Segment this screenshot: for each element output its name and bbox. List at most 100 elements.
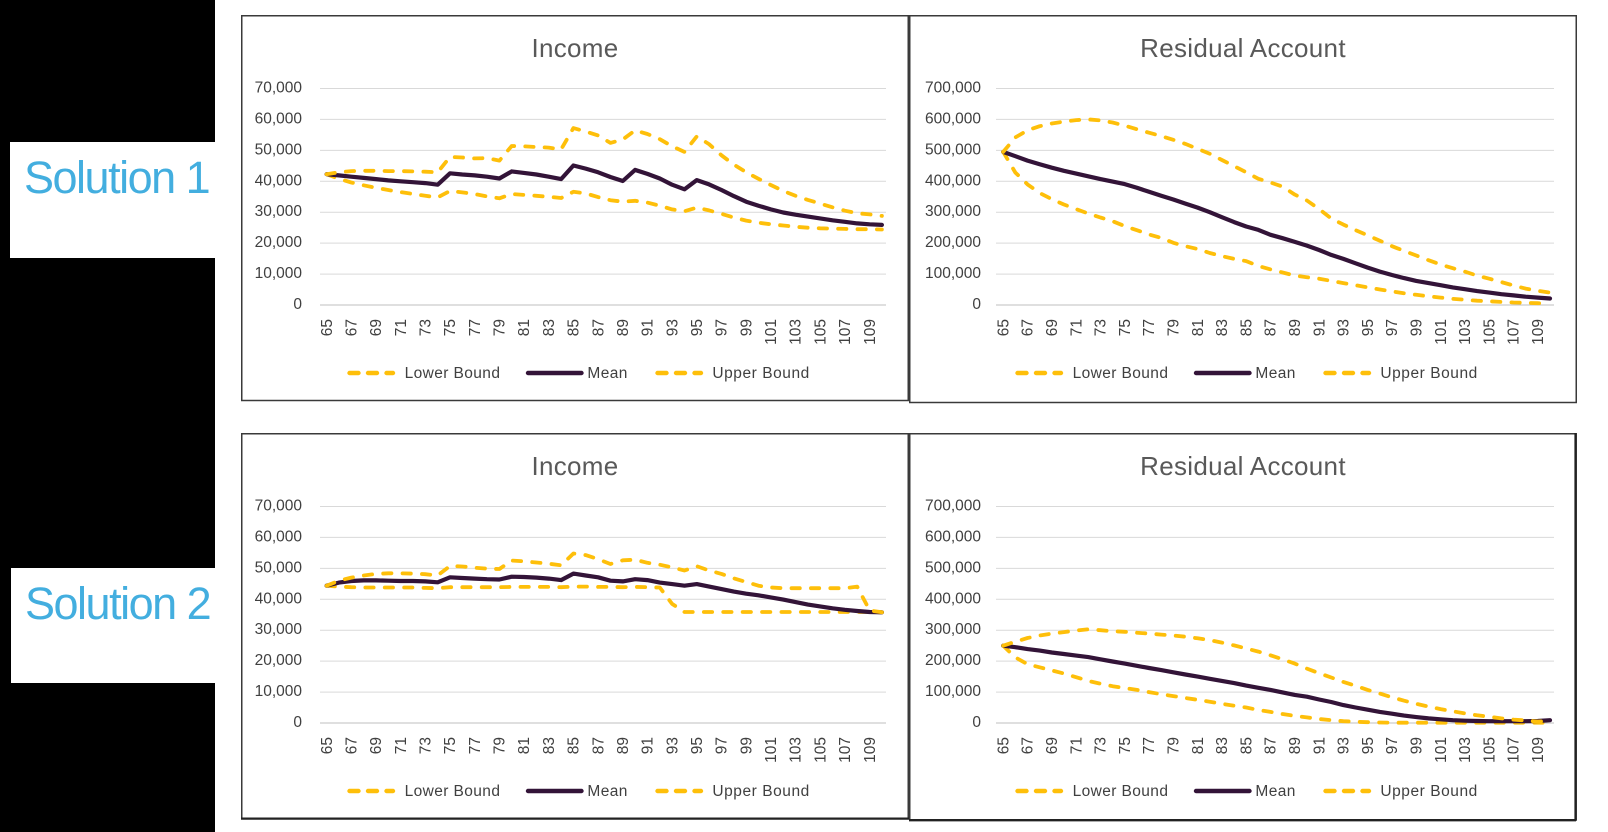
svg-text:97: 97	[714, 319, 731, 336]
svg-text:71: 71	[1068, 319, 1085, 336]
svg-text:67: 67	[1020, 319, 1037, 336]
svg-text:Income: Income	[531, 33, 618, 63]
svg-text:77: 77	[467, 319, 484, 336]
svg-text:91: 91	[1311, 737, 1328, 754]
svg-text:99: 99	[1409, 737, 1426, 754]
svg-text:103: 103	[1457, 319, 1474, 345]
svg-text:87: 87	[1263, 737, 1280, 754]
svg-text:73: 73	[1093, 737, 1110, 754]
svg-text:100,000: 100,000	[925, 683, 981, 700]
svg-text:75: 75	[442, 737, 459, 754]
svg-text:20,000: 20,000	[255, 234, 303, 251]
svg-text:85: 85	[1238, 737, 1255, 754]
svg-text:Mean: Mean	[1255, 365, 1295, 382]
svg-text:69: 69	[1044, 737, 1061, 754]
svg-text:65: 65	[319, 737, 336, 754]
svg-text:67: 67	[343, 737, 360, 754]
svg-text:89: 89	[1287, 319, 1304, 336]
svg-text:65: 65	[319, 319, 336, 336]
svg-text:99: 99	[1409, 319, 1426, 336]
svg-text:81: 81	[1190, 737, 1207, 754]
svg-text:600,000: 600,000	[925, 528, 981, 545]
svg-text:0: 0	[972, 296, 981, 313]
svg-text:103: 103	[788, 319, 805, 345]
svg-text:97: 97	[1384, 737, 1401, 754]
svg-text:600,000: 600,000	[925, 110, 981, 127]
svg-text:95: 95	[1360, 737, 1377, 754]
svg-text:107: 107	[1506, 319, 1523, 345]
svg-text:500,000: 500,000	[925, 141, 981, 158]
svg-text:105: 105	[812, 737, 829, 763]
svg-text:77: 77	[1141, 737, 1158, 754]
svg-text:83: 83	[541, 737, 558, 754]
svg-text:Mean: Mean	[587, 783, 627, 800]
svg-text:70,000: 70,000	[255, 498, 303, 515]
svg-text:71: 71	[1068, 737, 1085, 754]
svg-text:Residual Account: Residual Account	[1140, 451, 1346, 481]
svg-text:67: 67	[343, 319, 360, 336]
svg-text:79: 79	[1166, 737, 1183, 754]
svg-text:109: 109	[862, 737, 879, 763]
svg-text:73: 73	[1093, 319, 1110, 336]
svg-text:10,000: 10,000	[255, 683, 303, 700]
svg-text:103: 103	[788, 737, 805, 763]
svg-text:105: 105	[1481, 319, 1498, 345]
svg-text:105: 105	[1481, 737, 1498, 763]
svg-text:87: 87	[590, 319, 607, 336]
svg-text:65: 65	[995, 737, 1012, 754]
svg-text:101: 101	[763, 319, 780, 345]
svg-text:81: 81	[516, 319, 533, 336]
svg-text:99: 99	[738, 319, 755, 336]
svg-text:87: 87	[1263, 319, 1280, 336]
svg-text:Lower Bound: Lower Bound	[405, 365, 501, 382]
svg-text:107: 107	[1506, 737, 1523, 763]
svg-text:109: 109	[1530, 319, 1547, 345]
svg-text:93: 93	[664, 737, 681, 754]
svg-text:91: 91	[640, 319, 657, 336]
svg-text:101: 101	[763, 737, 780, 763]
svg-text:71: 71	[393, 319, 410, 336]
svg-text:89: 89	[615, 737, 632, 754]
svg-text:0: 0	[972, 714, 981, 731]
svg-text:40,000: 40,000	[255, 172, 303, 189]
svg-text:50,000: 50,000	[255, 141, 303, 158]
svg-text:95: 95	[1360, 319, 1377, 336]
svg-text:85: 85	[566, 737, 583, 754]
svg-text:73: 73	[418, 319, 435, 336]
svg-text:91: 91	[640, 737, 657, 754]
svg-text:107: 107	[837, 737, 854, 763]
svg-text:89: 89	[1287, 737, 1304, 754]
svg-text:107: 107	[837, 319, 854, 345]
svg-text:101: 101	[1433, 737, 1450, 763]
svg-text:0: 0	[293, 296, 302, 313]
svg-text:Solution 2: Solution 2	[25, 578, 210, 629]
svg-text:79: 79	[492, 737, 509, 754]
svg-text:71: 71	[393, 737, 410, 754]
svg-text:73: 73	[418, 737, 435, 754]
svg-text:79: 79	[492, 319, 509, 336]
svg-text:300,000: 300,000	[925, 203, 981, 220]
svg-text:103: 103	[1457, 737, 1474, 763]
svg-text:75: 75	[442, 319, 459, 336]
svg-text:91: 91	[1311, 319, 1328, 336]
svg-text:105: 105	[812, 319, 829, 345]
svg-text:89: 89	[615, 319, 632, 336]
svg-text:30,000: 30,000	[255, 203, 303, 220]
svg-text:Upper Bound: Upper Bound	[712, 365, 809, 382]
svg-text:97: 97	[1384, 319, 1401, 336]
svg-text:Upper Bound: Upper Bound	[1380, 783, 1477, 800]
svg-text:109: 109	[862, 319, 879, 345]
svg-text:77: 77	[467, 737, 484, 754]
svg-text:50,000: 50,000	[255, 559, 303, 576]
svg-text:83: 83	[1214, 737, 1231, 754]
svg-text:69: 69	[1044, 319, 1061, 336]
svg-text:Solution 1: Solution 1	[24, 152, 209, 203]
svg-text:109: 109	[1530, 737, 1547, 763]
svg-text:85: 85	[1238, 319, 1255, 336]
svg-text:95: 95	[689, 319, 706, 336]
svg-text:30,000: 30,000	[255, 621, 303, 638]
svg-text:75: 75	[1117, 319, 1134, 336]
svg-text:67: 67	[1020, 737, 1037, 754]
svg-text:Lower Bound: Lower Bound	[1073, 783, 1169, 800]
svg-text:70,000: 70,000	[255, 80, 303, 97]
